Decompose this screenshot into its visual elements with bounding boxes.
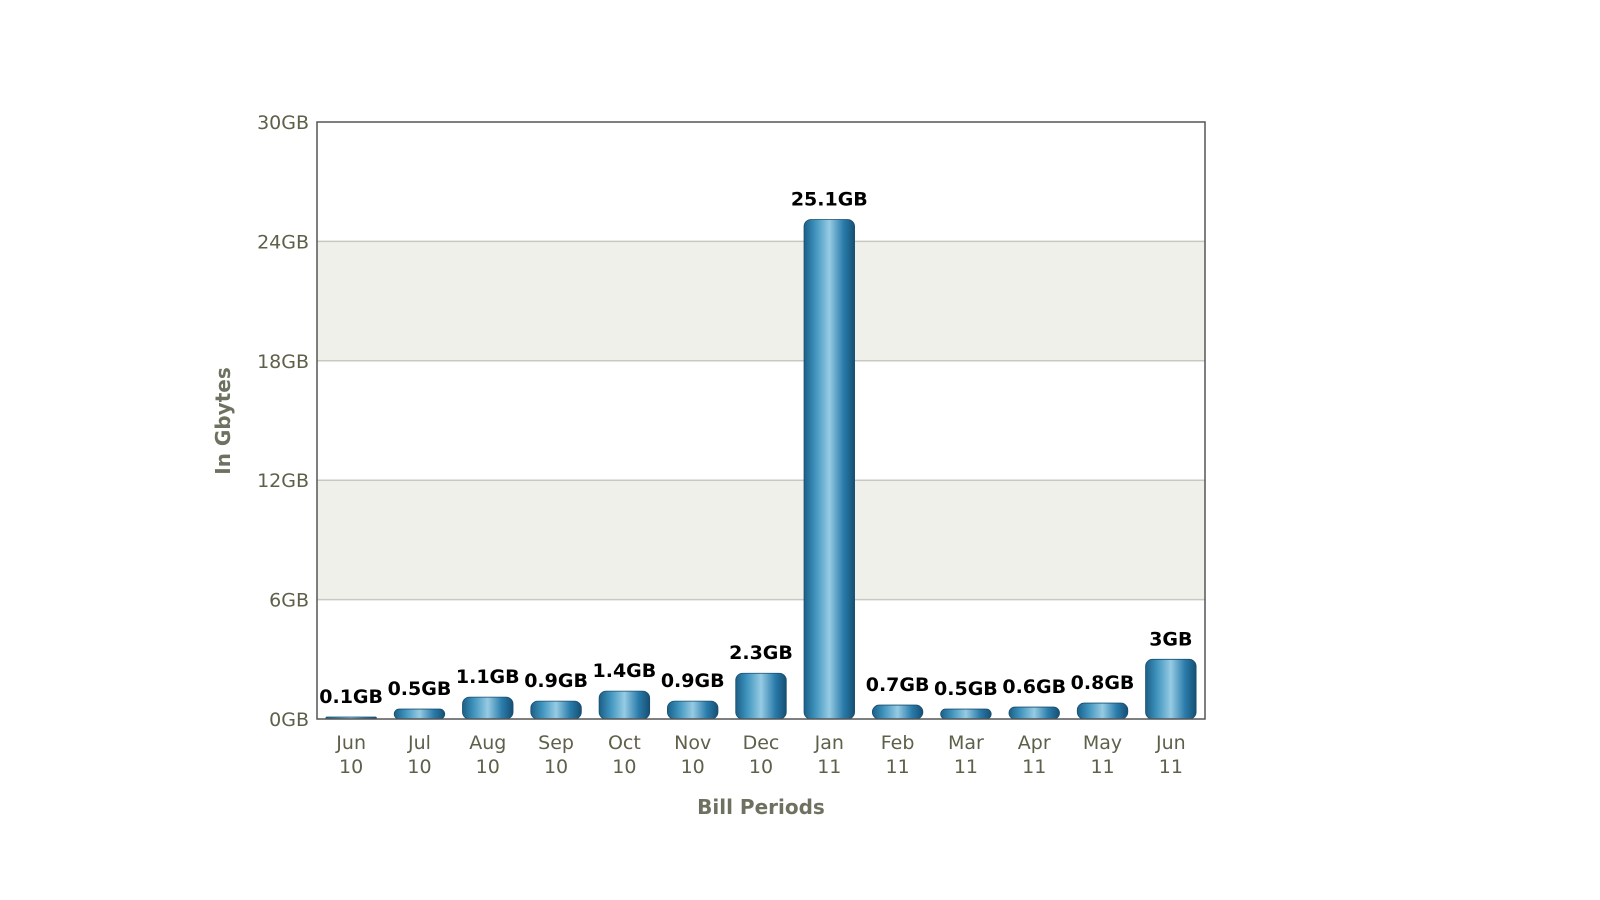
x-tick-label-month: Jan xyxy=(814,732,844,754)
y-tick-label: 18GB xyxy=(257,351,309,373)
data-label: 1.4GB xyxy=(593,660,657,682)
y-tick-label: 12GB xyxy=(257,470,309,492)
x-axis-ticks: Jun10Jul10Aug10Sep10Oct10Nov10Dec10Jan11… xyxy=(335,732,1185,778)
plot-band xyxy=(317,241,1205,361)
bar xyxy=(598,690,651,720)
bar xyxy=(1008,706,1060,720)
bar xyxy=(667,700,719,720)
x-tick-label-month: Jun xyxy=(335,732,366,754)
plot-band xyxy=(317,480,1205,600)
bar xyxy=(735,672,787,720)
gridlines xyxy=(317,240,1205,601)
x-tick-label-year: 10 xyxy=(749,756,773,778)
plot-frame xyxy=(316,121,1206,720)
y-axis-ticks: 0GB 6GB 12GB 18GB 24GB 30GB xyxy=(257,112,309,731)
x-tick-label-month: May xyxy=(1083,732,1122,754)
x-tick-label-month: Mar xyxy=(948,732,984,754)
x-tick-label-year: 10 xyxy=(544,756,568,778)
x-tick-label-year: 10 xyxy=(339,756,363,778)
data-label: 0.1GB xyxy=(319,686,383,708)
y-tick-label: 30GB xyxy=(257,112,309,134)
data-label: 0.9GB xyxy=(524,670,588,692)
x-tick-label-month: Jun xyxy=(1155,732,1186,754)
x-tick-label-year: 11 xyxy=(1159,756,1183,778)
x-tick-label-year: 11 xyxy=(817,756,841,778)
x-tick-label-month: Aug xyxy=(469,732,506,754)
plot-background-bands xyxy=(317,122,1205,719)
x-tick-label-month: Nov xyxy=(674,732,711,754)
y-tick-label: 6GB xyxy=(269,590,309,612)
bar xyxy=(530,700,582,720)
x-tick-label-month: Feb xyxy=(881,732,915,754)
bar xyxy=(1076,702,1129,720)
x-tick-label-year: 11 xyxy=(954,756,978,778)
data-label: 0.7GB xyxy=(866,674,930,696)
bar xyxy=(871,704,924,720)
bar xyxy=(1145,658,1197,720)
x-tick-label-year: 11 xyxy=(1090,756,1114,778)
plot-band xyxy=(317,122,1205,242)
data-label: 1.1GB xyxy=(456,666,520,688)
y-tick-label: 0GB xyxy=(269,709,309,731)
x-tick-label-year: 10 xyxy=(476,756,500,778)
x-tick-label-year: 11 xyxy=(886,756,910,778)
x-tick-label-year: 10 xyxy=(612,756,636,778)
x-tick-label-month: Jul xyxy=(407,732,431,754)
y-tick-label: 24GB xyxy=(257,231,309,253)
data-label: 0.9GB xyxy=(661,670,725,692)
x-tick-label-month: Dec xyxy=(743,732,780,754)
x-tick-label-year: 10 xyxy=(407,756,431,778)
bar xyxy=(940,708,992,720)
data-label: 2.3GB xyxy=(729,642,793,664)
bar xyxy=(393,708,446,720)
y-axis-title: In Gbytes xyxy=(211,367,235,474)
plot-band xyxy=(317,360,1205,481)
data-label: 0.5GB xyxy=(934,678,998,700)
x-tick-label-year: 10 xyxy=(681,756,705,778)
bar xyxy=(803,219,855,720)
bar xyxy=(462,696,514,720)
x-axis-title: Bill Periods xyxy=(697,795,825,819)
data-label: 0.8GB xyxy=(1071,672,1135,694)
x-tick-label-month: Oct xyxy=(608,732,641,754)
data-label: 3GB xyxy=(1149,628,1192,650)
x-tick-label-year: 11 xyxy=(1022,756,1046,778)
data-label: 0.6GB xyxy=(1002,676,1066,698)
data-label: 0.5GB xyxy=(388,678,452,700)
x-tick-label-month: Apr xyxy=(1018,732,1051,754)
data-label: 25.1GB xyxy=(791,189,868,211)
x-tick-label-month: Sep xyxy=(538,732,574,754)
bars xyxy=(325,219,1197,720)
